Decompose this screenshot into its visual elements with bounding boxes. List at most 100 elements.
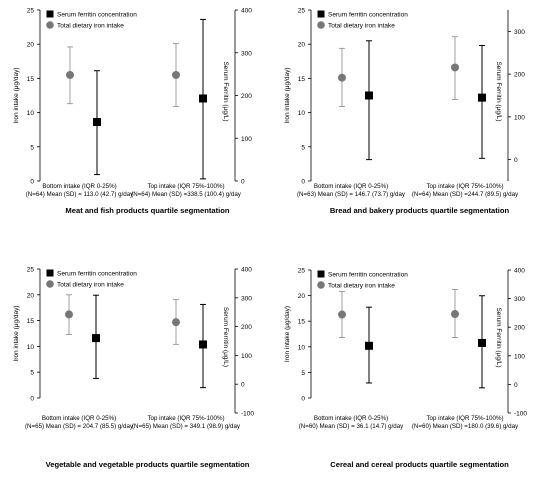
right-tick-label: 300 <box>514 296 525 303</box>
category-label-line1: Bottom intake (IQR 0-25%) <box>314 415 388 422</box>
category-label-line1: Top intake (IQR 75%-100%) <box>147 183 224 190</box>
left-tick-label: 10 <box>298 344 306 351</box>
legend-label: Serum ferritin concentration <box>57 12 137 19</box>
right-tick-label: 200 <box>241 93 252 100</box>
left-tick-label: 10 <box>27 344 35 351</box>
category-label-line1: Bottom intake (IQR 0-25%) <box>42 415 116 422</box>
left-tick-label: 0 <box>301 179 305 186</box>
right-tick-label: 400 <box>241 8 252 15</box>
left-tick-label: 5 <box>30 144 34 151</box>
ferritin-point <box>199 94 207 103</box>
right-tick-label: 200 <box>514 72 525 79</box>
left-axis-label: Iron intake (μg/day) <box>13 67 20 123</box>
left-tick-label: 25 <box>298 268 306 275</box>
iron-point <box>338 310 346 319</box>
panel-title: Meat and fish products quartile segmenta… <box>65 206 229 215</box>
left-tick-label: 5 <box>30 370 34 377</box>
right-tick-label: 0 <box>241 382 245 389</box>
panel-title: Bread and bakery products quartile segme… <box>330 206 510 215</box>
left-tick-label: 15 <box>298 76 306 83</box>
left-tick-label: 20 <box>298 293 306 300</box>
right-tick-label: 100 <box>241 353 252 360</box>
legend-label: Total dietary iron intake <box>328 23 395 30</box>
panel-title: Cereal and cereal products quartile segm… <box>330 460 509 469</box>
right-tick-label: -100 <box>514 411 527 418</box>
legend-square-marker <box>317 270 325 278</box>
chart-panel-2: 0 5 10 15 20 25 0 100 200 300 Iron intake (μg/day)… <box>284 8 525 216</box>
right-tick-label: 200 <box>514 325 525 332</box>
right-axis-label: Serum Ferritin (μg/L) <box>222 307 229 367</box>
left-tick-label: 25 <box>298 8 306 15</box>
right-tick-label: 0 <box>241 179 245 186</box>
left-axis-label: Iron intake (μg/day) <box>284 306 291 362</box>
left-tick-label: 0 <box>30 179 34 186</box>
category-label-line2: (N=63) Mean (SD) = 146.7 (73.7) g/day <box>297 191 406 198</box>
ferritin-point <box>478 338 486 347</box>
panel-title: Vegetable and vegetable products quartil… <box>46 460 250 469</box>
legend-circle-marker <box>46 280 54 288</box>
right-axis-label: Serum Ferritin (μg/L) <box>222 61 229 121</box>
legend-label: Total dietary iron intake <box>328 283 395 290</box>
left-tick-label: 20 <box>27 42 35 49</box>
right-tick-label: 0 <box>514 157 518 164</box>
iron-point <box>172 70 180 79</box>
left-tick-label: 0 <box>301 396 305 403</box>
right-axis-label: Serum Ferritin (μg/L) <box>495 61 502 121</box>
right-tick-label: 400 <box>514 268 525 275</box>
ferritin-point <box>93 118 101 127</box>
iron-point <box>66 70 74 79</box>
left-tick-label: 10 <box>27 110 35 117</box>
category-label-line2: (N=60) Mean (SD) = 36.1 (14.7) g/day <box>299 423 404 430</box>
right-tick-label: 0 <box>514 382 518 389</box>
legend-label: Serum ferritin concentration <box>57 271 137 278</box>
legend-label: Serum ferritin concentration <box>328 272 408 279</box>
legend-square-marker <box>46 10 54 18</box>
left-tick-label: 25 <box>27 267 35 274</box>
left-tick-label: 20 <box>27 292 35 299</box>
chart-panel-4: 0 5 10 15 20 25 -100 0 100 200 300 400 Iron intake (… <box>284 268 527 470</box>
left-tick-label: 15 <box>298 319 306 326</box>
right-axis-label: Serum Ferritin (μg/L) <box>495 307 502 367</box>
left-tick-label: 20 <box>298 42 306 49</box>
legend-label: Serum ferritin concentration <box>328 12 408 19</box>
iron-point <box>451 310 459 319</box>
left-tick-label: 5 <box>301 144 305 151</box>
category-label-line2: (N=65) Mean (SD) = 204.7 (85.5) g/day <box>25 423 134 430</box>
left-tick-label: 25 <box>27 8 35 15</box>
iron-point <box>451 63 459 72</box>
left-axis-label: Iron intake (μg/day) <box>13 305 20 361</box>
right-tick-label: 100 <box>514 353 525 360</box>
iron-point <box>338 73 346 82</box>
right-tick-label: 200 <box>241 324 252 331</box>
legend-label: Total dietary iron intake <box>57 23 124 30</box>
category-label-line2: (N=64) Mean (SD) = 113.0 (42.7) g/day <box>26 191 134 198</box>
ferritin-point <box>478 93 486 102</box>
left-tick-label: 10 <box>298 110 306 117</box>
category-label-line1: Bottom intake (IQR 0-25%) <box>42 183 116 190</box>
right-tick-label: 300 <box>241 295 252 302</box>
category-label-line1: Bottom intake (IQR 0-25%) <box>314 183 388 190</box>
left-axis-label: Iron intake (μg/day) <box>284 67 291 123</box>
right-tick-label: 300 <box>241 50 252 57</box>
ferritin-point <box>92 334 100 343</box>
chart-panel-1: 0 5 10 15 20 25 0 100 200 300 400 Iron intake (μg/d… <box>13 8 252 216</box>
iron-point <box>65 310 73 319</box>
legend-circle-marker <box>46 21 54 29</box>
legend-square-marker <box>46 269 54 277</box>
iron-point <box>172 318 180 327</box>
category-label-line1: Top intake (IQR 75%-100%) <box>426 183 503 190</box>
category-label-line2: (N=64) Mean (SD) =244.7 (89.5) g/day <box>412 191 519 198</box>
left-tick-label: 15 <box>27 318 35 325</box>
category-label-line2: (N=65) Mean (SD) = 349.1 (98.9) g/day <box>132 423 241 430</box>
left-tick-label: 0 <box>30 396 34 403</box>
legend-circle-marker <box>317 21 325 29</box>
category-label-line1: Top intake (IQR 75%-100%) <box>426 415 503 422</box>
left-tick-label: 15 <box>27 76 35 83</box>
chart-panel-3: 0 5 10 15 20 25 -100 0 100 200 300 400 Iron intake (… <box>13 267 254 470</box>
left-tick-label: 5 <box>301 370 305 377</box>
right-tick-label: -100 <box>241 411 254 418</box>
right-tick-label: 300 <box>514 29 525 36</box>
right-tick-label: 400 <box>241 267 252 274</box>
category-label-line2: (N=64) Mean (SD) =338.5 (100.4) g/day <box>131 191 242 198</box>
